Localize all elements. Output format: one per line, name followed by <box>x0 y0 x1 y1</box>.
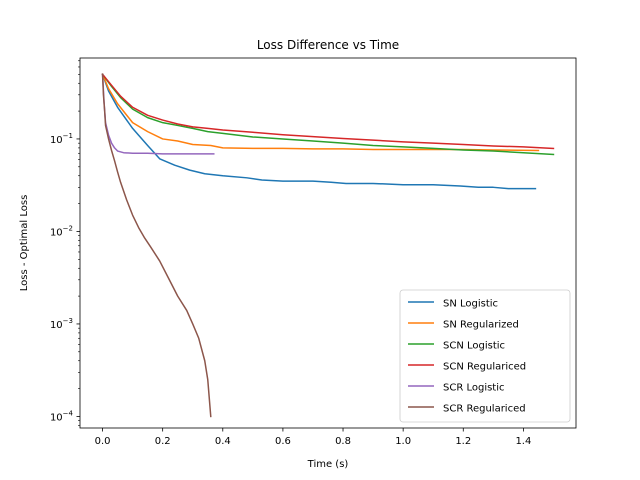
x-tick-label: 0.8 <box>335 436 351 447</box>
plot-frame <box>79 57 577 429</box>
x-tick-label: 0.2 <box>155 436 171 447</box>
series-line-0 <box>101 73 537 190</box>
legend-label: SCN Logistic <box>443 341 505 352</box>
y-tick-label: 10−1 <box>50 132 73 146</box>
y-tick-label: 10−2 <box>50 224 73 238</box>
series-layer <box>101 73 555 418</box>
legend-label: SCR Logistic <box>443 383 505 394</box>
legend-label: SCR Regulariced <box>443 404 526 415</box>
legend-label: SCN Regulariced <box>443 362 526 373</box>
series-line-5 <box>101 73 212 418</box>
legend: SN Logistic SN Regularized SCN Logistic SCN… <box>399 289 571 423</box>
y-axis-title: Loss - Optimal Loss <box>19 195 30 292</box>
x-tick-label: 0.6 <box>275 436 291 447</box>
x-tick-label: 1.2 <box>455 436 471 447</box>
x-tick-label: 0.4 <box>215 436 231 447</box>
x-axis: 0.0 0.2 0.4 0.6 0.8 1.0 1.2 1.4 <box>95 428 531 447</box>
y-tick-label: 10−4 <box>50 409 74 423</box>
y-axis: 10−4 10−3 10−2 10−1 <box>50 60 80 426</box>
legend-label: SN Logistic <box>443 299 498 310</box>
x-axis-title: Time (s) <box>307 459 349 470</box>
x-tick-label: 1.4 <box>515 436 531 447</box>
chart-title: Loss Difference vs Time <box>257 38 399 52</box>
y-tick-label: 10−3 <box>50 317 73 331</box>
legend-label: SN Regularized <box>443 320 519 331</box>
series-line-2 <box>101 73 555 156</box>
x-tick-label: 1.0 <box>395 436 411 447</box>
legend-box <box>399 289 571 423</box>
series-line-3 <box>101 73 555 150</box>
x-tick-label: 0.0 <box>95 436 111 447</box>
series-line-1 <box>101 73 540 152</box>
